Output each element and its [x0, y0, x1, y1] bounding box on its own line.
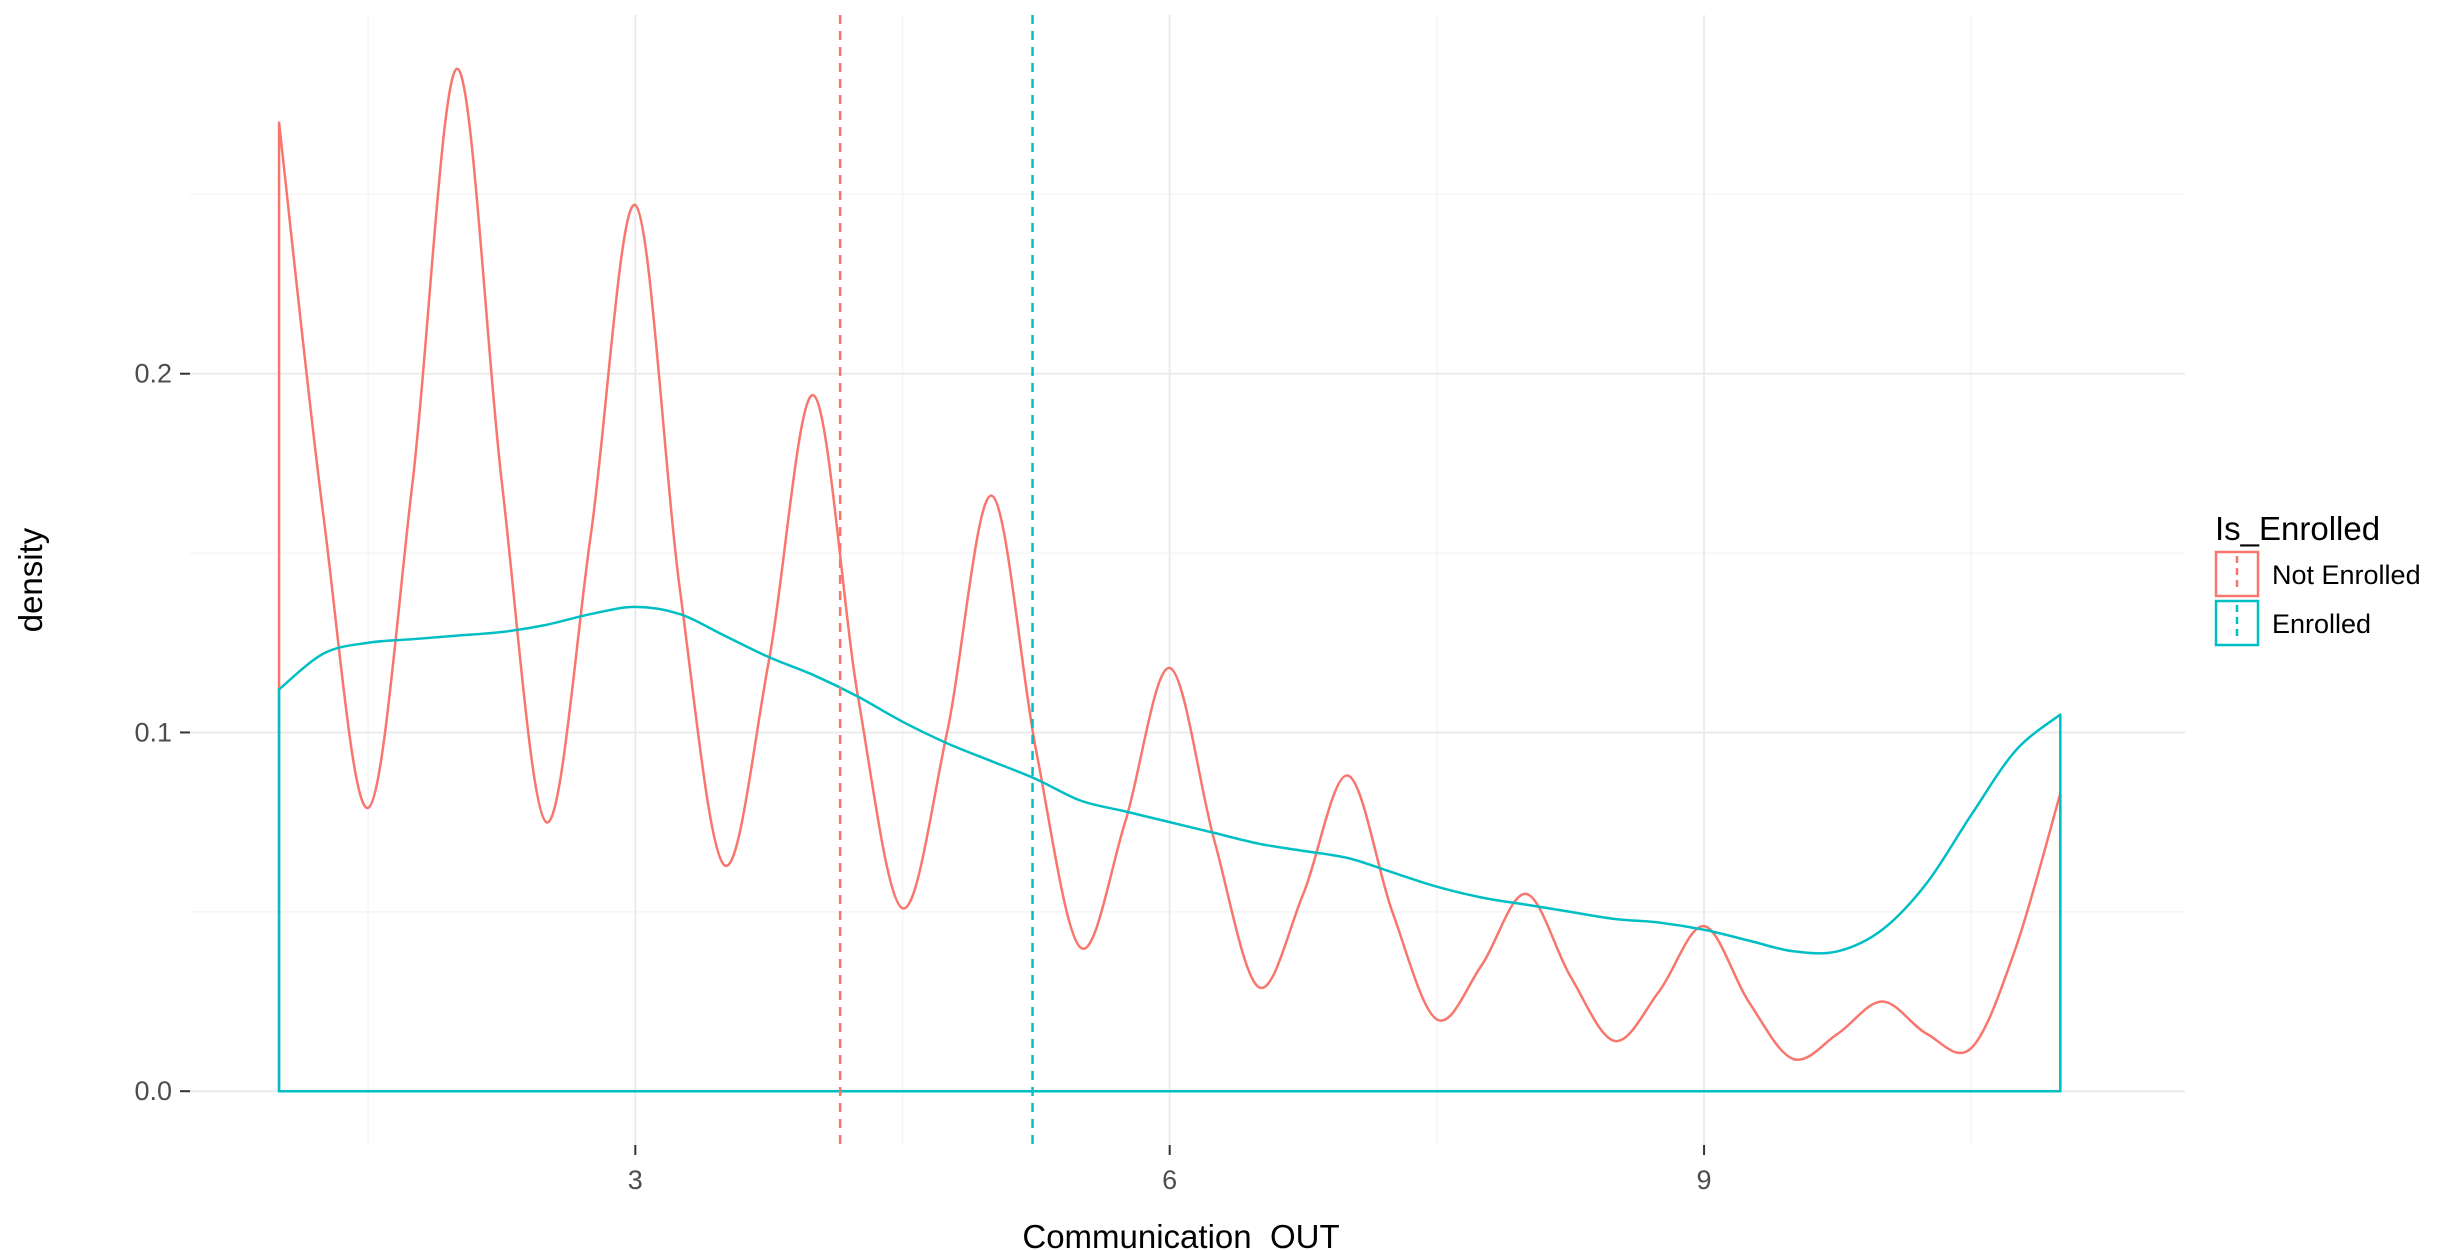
x-axis: 3 6 9	[628, 1145, 1712, 1195]
y-axis: 0.0 0.1 0.2	[134, 359, 190, 1106]
mean-lines	[838, 15, 1034, 1145]
legend-label: Enrolled	[2272, 609, 2371, 639]
x-axis-title: Communication_OUT	[1022, 1218, 1339, 1250]
x-tick-label: 3	[628, 1165, 643, 1195]
legend-items: Not Enrolled Enrolled	[2214, 550, 2421, 647]
density-curve-not-enrolled	[277, 67, 2062, 1093]
y-tick-label: 0.0	[134, 1076, 172, 1106]
legend-title: Is_Enrolled	[2215, 510, 2380, 547]
legend: Is_Enrolled Not Enrolled Enrolled	[2214, 510, 2421, 647]
y-tick-label: 0.1	[134, 717, 172, 747]
legend-item-enrolled: Enrolled	[2214, 599, 2371, 647]
legend-item-not-enrolled: Not Enrolled	[2214, 550, 2421, 598]
y-tick-label: 0.2	[134, 359, 172, 389]
x-tick-label: 9	[1697, 1165, 1712, 1195]
density-curve-enrolled	[277, 605, 2062, 1093]
series-lines	[277, 67, 2062, 1093]
y-axis-title: density	[12, 527, 49, 632]
legend-label: Not Enrolled	[2272, 560, 2421, 590]
x-tick-label: 6	[1162, 1165, 1177, 1195]
grid-layer	[190, 15, 2185, 1145]
